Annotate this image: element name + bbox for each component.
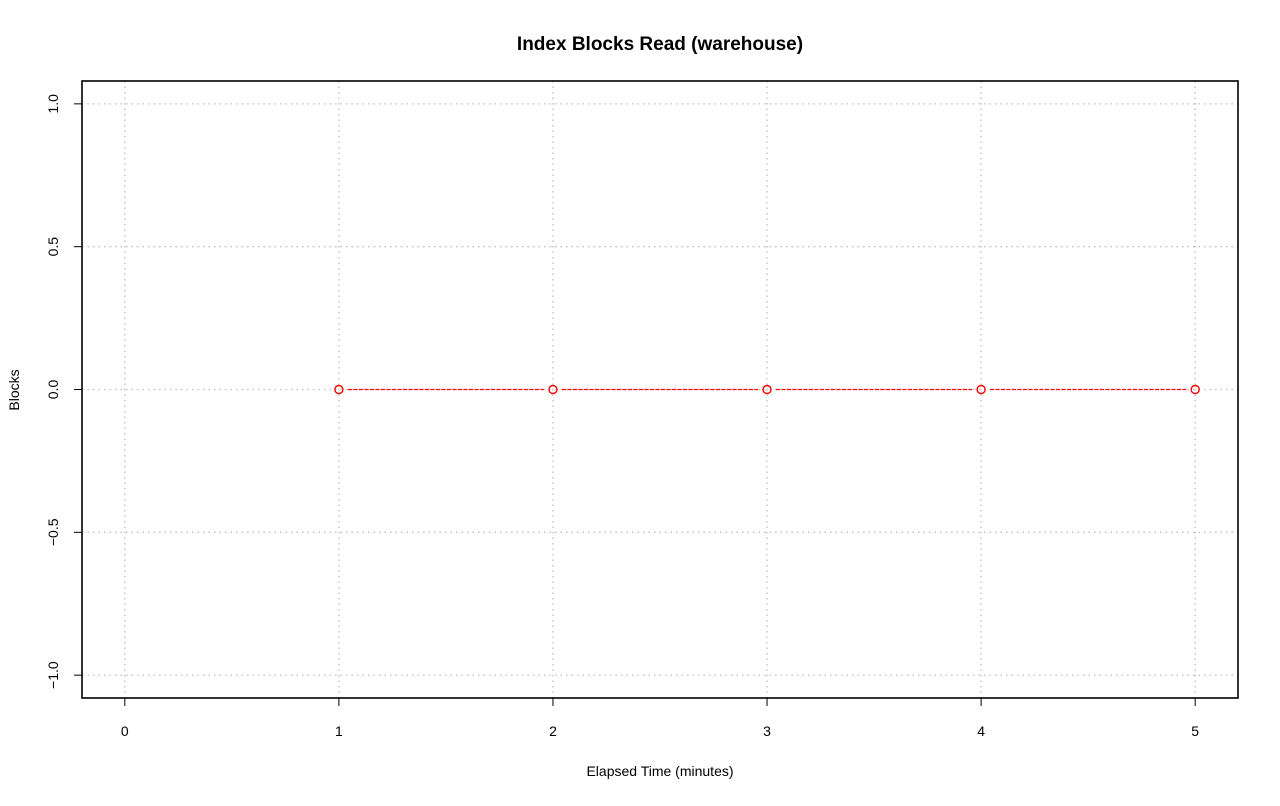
data-point bbox=[1190, 384, 1200, 395]
data-point bbox=[548, 384, 558, 395]
data-point bbox=[334, 384, 344, 395]
data-series bbox=[334, 384, 1200, 395]
x-tick-label: 3 bbox=[763, 723, 771, 739]
series-layer bbox=[334, 384, 1200, 395]
y-tick-label: 0.0 bbox=[45, 380, 61, 400]
plot-frame bbox=[81, 80, 1239, 699]
x-tick-label: 4 bbox=[977, 723, 985, 739]
y-tick-label: 1.0 bbox=[45, 94, 61, 114]
x-tick-label: 1 bbox=[335, 723, 343, 739]
chart-title: Index Blocks Read (warehouse) bbox=[517, 34, 803, 55]
y-axis-label: Blocks bbox=[6, 369, 22, 410]
x-axis-label: Elapsed Time (minutes) bbox=[586, 763, 733, 779]
y-tick-label: −1.0 bbox=[45, 661, 61, 689]
data-point bbox=[976, 384, 986, 395]
data-point bbox=[762, 384, 772, 395]
x-tick-label: 5 bbox=[1191, 723, 1199, 739]
grid bbox=[82, 81, 1238, 698]
y-tick-label: −0.5 bbox=[45, 518, 61, 546]
y-tick-label: 0.5 bbox=[45, 237, 61, 257]
x-tick-label: 0 bbox=[121, 723, 129, 739]
axes: 0 1 2 3 4 5 −1.0 −0.5 0.0 0.5 1.0 bbox=[45, 94, 1199, 739]
x-tick-label: 2 bbox=[549, 723, 557, 739]
